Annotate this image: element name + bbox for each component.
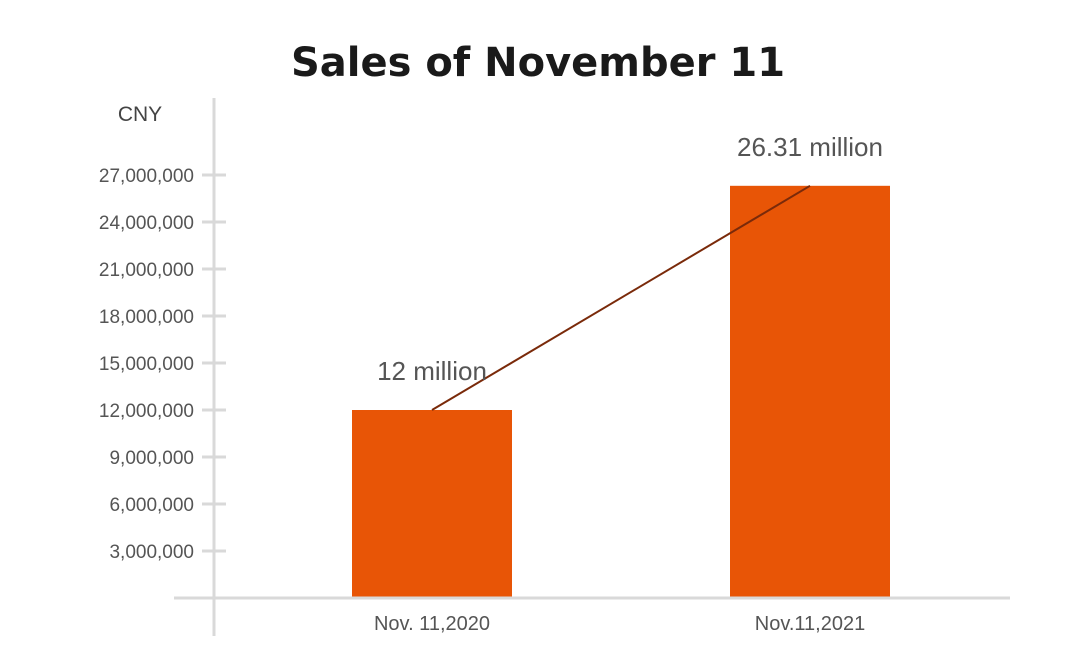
x-tick-label: Nov.11,2021: [755, 613, 865, 635]
data-label: 12 million: [377, 356, 487, 386]
y-tick-label: 21,000,000: [99, 260, 194, 281]
trend-line: [431, 184, 811, 411]
y-tick-label: 24,000,000: [99, 213, 194, 234]
y-tick-label: 9,000,000: [109, 448, 194, 469]
y-tick-label: 3,000,000: [109, 542, 194, 563]
y-tick-label: 27,000,000: [99, 166, 194, 187]
chart-title: Sales of November 11: [290, 40, 786, 86]
y-tick-label: 15,000,000: [99, 354, 194, 375]
y-tick-label: 6,000,000: [109, 495, 194, 516]
data-label: 26.31 million: [737, 132, 883, 162]
y-tick-label: 18,000,000: [99, 307, 194, 328]
bar: [730, 185, 890, 597]
y-axis-unit-label: CNY: [118, 103, 162, 126]
x-tick-label: Nov. 11,2020: [374, 613, 490, 635]
y-tick-label: 12,000,000: [99, 401, 194, 422]
bar: [352, 410, 512, 597]
